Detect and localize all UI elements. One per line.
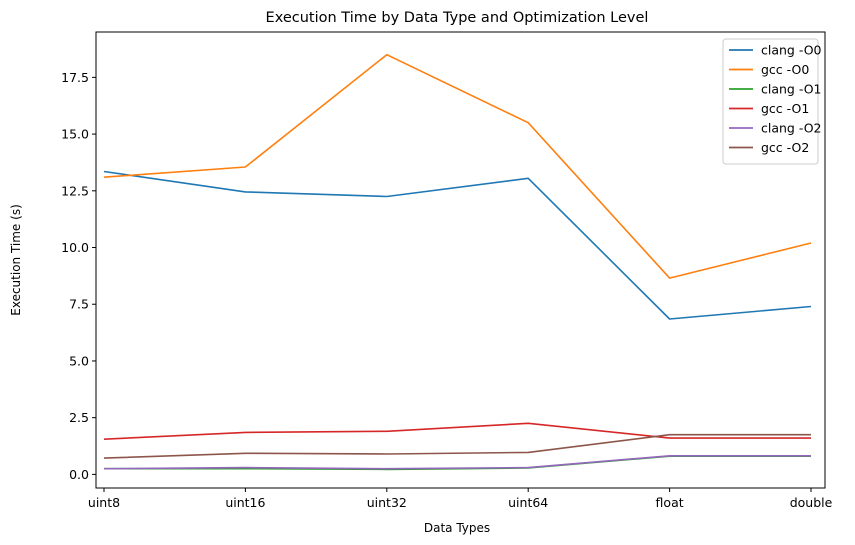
chart-title: Execution Time by Data Type and Optimiza… [266,10,649,26]
y-tick-label: 0.0 [69,467,89,482]
x-tick-label: uint8 [88,495,120,510]
legend-label: gcc -O1 [761,101,809,116]
legend: clang -O0 gcc -O0 clang -O1 gcc -O1 clang -O… [722,38,822,165]
series-line-clang-o2 [103,454,811,470]
legend-label: gcc -O0 [761,62,809,77]
series-line-gcc-o1 [103,422,811,440]
x-tick-label: double [790,495,833,510]
y-tick-label: 12.5 [61,183,89,198]
series-line-gcc-o2 [103,433,811,459]
x-axis-label: Data Types [424,521,490,535]
plot-area: uint8 uint16 uint32 uint64 float double 0.0 2.5… [61,53,833,510]
legend-label: clang -O1 [761,82,822,97]
y-tick-label: 17.5 [61,70,89,85]
series-line-clang-o0 [103,170,812,320]
x-tick-label: float [656,495,684,510]
x-tick-label: uint32 [367,495,407,510]
x-tick-label: uint64 [508,495,548,510]
legend-label: gcc -O2 [761,140,809,155]
plot-frame [95,31,826,489]
x-tick-label: uint16 [225,495,265,510]
y-axis-label: Execution Time (s) [9,204,23,316]
y-tick-label: 15.0 [61,127,89,142]
series-line-gcc-o0 [103,53,812,279]
y-tick-label: 7.5 [69,297,89,312]
y-tick-label: 2.5 [69,410,89,425]
legend-label: clang -O0 [761,43,822,58]
legend-label: clang -O2 [761,121,822,136]
y-tick-label: 10.0 [61,240,89,255]
y-tick-label: 5.0 [69,353,89,368]
